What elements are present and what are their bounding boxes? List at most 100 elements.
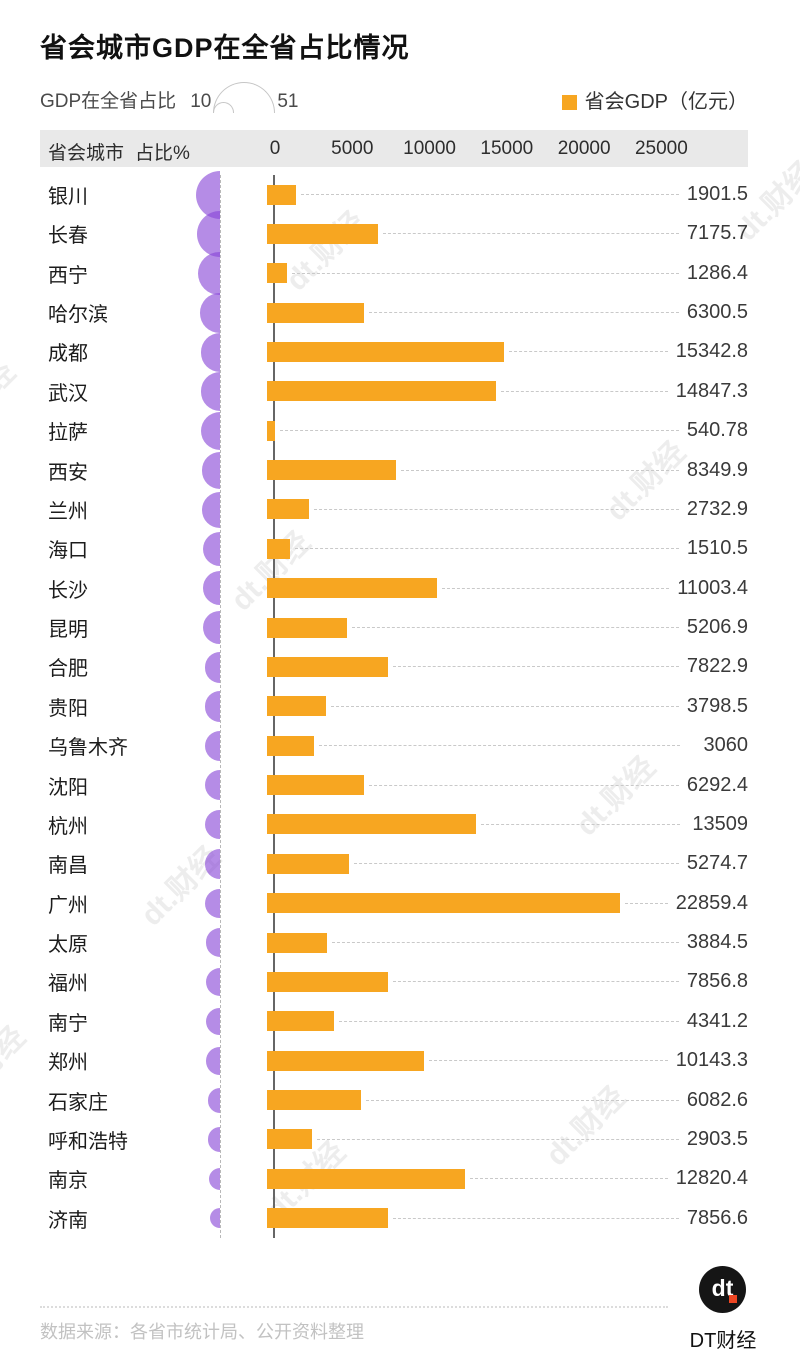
leader-line [625,902,668,904]
logo-orange-dot-icon [729,1295,737,1303]
gdp-value: 15342.8 [675,340,748,363]
dt-caijing-logo: dt [699,1266,746,1313]
table-row: 武汉 14847.3 [40,372,748,411]
city-label: 武汉 [48,382,88,405]
city-label: 乌鲁木齐 [48,737,128,760]
gdp-value: 14847.3 [675,379,748,402]
x-axis-tick: 15000 [480,138,534,159]
gdp-value: 2903.5 [686,1127,748,1150]
table-row: 太原 3884.5 [40,923,748,962]
table-row: 成都 15342.8 [40,332,748,371]
leader-line [366,1099,679,1101]
table-row: 银川 1901.5 [40,175,748,214]
watermark-text: dt.财经 [0,355,22,448]
table-row: 南昌 5274.7 [40,844,748,883]
city-label: 贵阳 [48,697,88,720]
share-bubble [207,1127,220,1152]
gdp-value: 12820.4 [675,1167,748,1190]
legend-row: GDP在全省占比 10 51 省会GDP（亿元） [40,82,748,113]
gdp-value: 6082.6 [686,1088,748,1111]
city-label: 拉萨 [48,422,88,445]
logo-dt-glyph: dt [711,1274,734,1301]
city-label: 呼和浩特 [48,1130,128,1153]
share-bubble [197,211,220,257]
table-row: 昆明 5206.9 [40,608,748,647]
gdp-bar [267,460,397,481]
bubble-legend-label: GDP在全省占比 [40,91,177,112]
share-bubble [202,531,220,567]
share-bubble [201,452,220,489]
bar-legend: 省会GDP（亿元） [561,92,748,112]
leader-line [369,312,679,314]
share-bubble [205,968,220,997]
city-label: 西宁 [48,264,88,287]
city-label: 兰州 [48,500,88,523]
table-row: 长沙 11003.4 [40,569,748,608]
city-label: 太原 [48,934,88,957]
share-bubble [203,571,220,606]
table-row: 郑州 10143.3 [40,1041,748,1080]
table-row: 乌鲁木齐 3060 [40,726,748,765]
share-bubble [204,651,220,683]
share-bubble [200,293,220,333]
gdp-value: 7856.8 [686,970,748,993]
gdp-value: 13509 [692,812,748,835]
leader-line [501,390,668,392]
x-axis-tick: 20000 [557,138,611,159]
city-label: 成都 [48,343,88,366]
table-row: 福州 7856.8 [40,962,748,1001]
gdp-bar [267,893,621,914]
gdp-bar [267,1011,335,1032]
share-bubble [198,251,220,296]
data-source-note: 数据来源：各省市统计局、公开资料整理 [40,1322,364,1342]
gdp-bar [267,538,291,559]
table-row: 西宁 1286.4 [40,254,748,293]
gdp-value: 1510.5 [686,537,748,560]
city-label: 西安 [48,461,88,484]
share-bubble [207,1087,220,1113]
x-axis-tick: 10000 [403,138,456,159]
city-label: 南昌 [48,855,88,878]
city-label: 沈阳 [48,776,88,799]
gdp-bar [267,656,388,677]
leader-line [401,469,679,471]
gdp-value: 3798.5 [686,694,748,717]
gdp-bar [267,184,297,205]
table-row: 合肥 7822.9 [40,647,748,686]
city-label: 石家庄 [48,1091,108,1114]
gdp-bar [267,1129,312,1150]
gdp-bar [267,1168,466,1189]
gdp-value: 2732.9 [686,497,748,520]
leader-line [319,745,680,747]
gdp-value: 3884.5 [686,931,748,954]
table-row: 西安 8349.9 [40,451,748,490]
header-city: 省会城市 [48,143,125,164]
gdp-bar [267,971,389,992]
gdp-value: 7856.6 [686,1206,748,1229]
leader-line [291,272,679,274]
table-row: 拉萨 540.78 [40,411,748,450]
gdp-value: 10143.3 [675,1049,748,1072]
table-row: 石家庄 6082.6 [40,1081,748,1120]
city-label: 长沙 [48,579,88,602]
leader-line [393,1217,679,1219]
watermark-text: dt.财经 [0,1020,32,1113]
share-bubble [208,1167,220,1191]
x-axis-tick: 0 [269,138,281,159]
leader-line [470,1178,668,1180]
city-label: 福州 [48,973,88,996]
city-label: 杭州 [48,815,88,838]
gdp-bar [267,775,365,796]
city-label: 南宁 [48,1012,88,1035]
share-bubble [206,1047,220,1075]
city-label: 海口 [48,540,88,563]
bubble-axis-dashed-line [220,175,221,1238]
table-row: 长春 7175.7 [40,214,748,253]
gdp-value: 6300.5 [686,301,748,324]
gdp-value: 7822.9 [686,655,748,678]
city-label: 广州 [48,894,88,917]
header-share: 占比% [135,143,190,164]
gdp-bar [267,420,276,441]
leader-line [301,194,679,195]
bubble-legend-max: 51 [277,91,299,112]
